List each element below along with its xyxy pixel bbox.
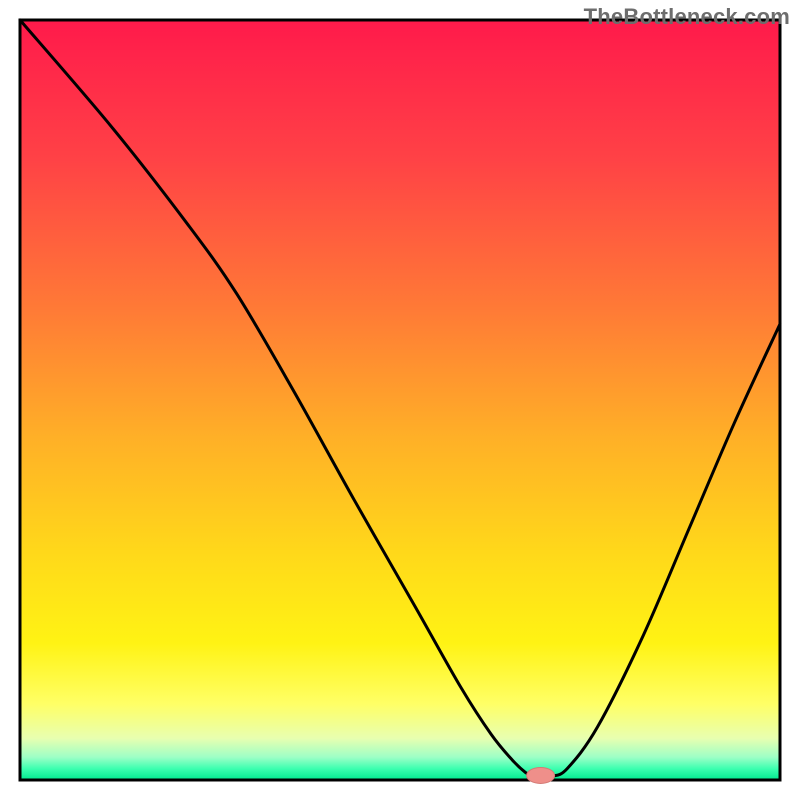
plot-background — [20, 20, 780, 780]
bottleneck-chart: TheBottleneck.com — [0, 0, 800, 800]
chart-svg — [0, 0, 800, 800]
optimal-point-marker — [527, 767, 555, 783]
watermark-text: TheBottleneck.com — [584, 4, 790, 30]
